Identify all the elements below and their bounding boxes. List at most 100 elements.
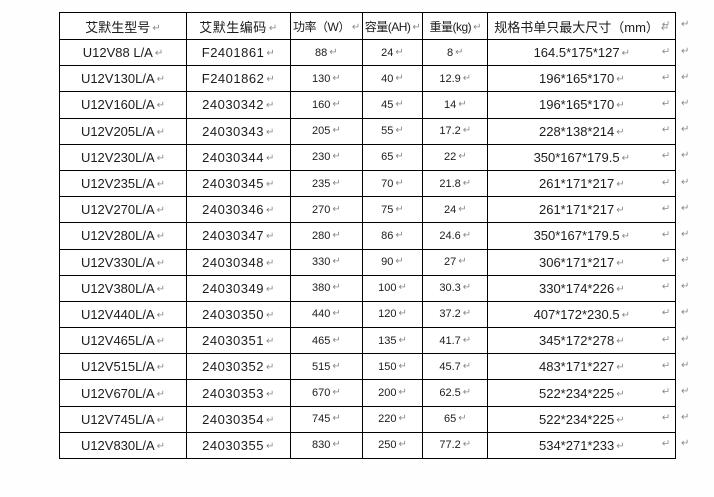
cell-code[interactable]: 24030352 ↵ — [186, 353, 291, 381]
cell-dims[interactable]: 196*165*170 ↵ ↵ — [487, 65, 677, 93]
cell-weight[interactable]: 30.3 ↵ — [422, 274, 489, 302]
cell-weight[interactable]: 41.7 ↵ — [422, 327, 489, 355]
cell-power[interactable]: 88 ↵ — [290, 38, 363, 67]
cell-weight[interactable]: 14 ↵ — [422, 91, 489, 119]
cell-code[interactable]: 24030355 ↵ — [186, 431, 291, 460]
cell-power[interactable]: 830 ↵ — [290, 431, 363, 460]
cell-capacity[interactable]: 135 ↵ — [361, 327, 424, 355]
cell-dims[interactable]: 330*174*226 ↵ ↵ — [487, 274, 677, 302]
cell-power[interactable]: 160 ↵ — [290, 91, 363, 119]
cell-capacity[interactable]: 55 ↵ — [361, 117, 424, 145]
cell-dims[interactable]: 350*167*179.5 ↵ ↵ — [487, 222, 677, 250]
cell-weight[interactable]: 24 ↵ — [422, 196, 489, 224]
cell-dims[interactable]: 261*171*217 ↵ ↵ — [487, 196, 677, 224]
cell-dims[interactable]: 196*165*170 ↵ ↵ — [487, 91, 677, 119]
column-header-code[interactable]: 艾默生编码 ↵ — [186, 12, 291, 40]
cell-code[interactable]: 24030343 ↵ — [186, 117, 291, 145]
cell-capacity[interactable]: 45 ↵ — [361, 91, 424, 119]
cell-model[interactable]: U12V270L/A ↵ — [59, 196, 187, 224]
cell-dims[interactable]: 164.5*175*127 ↵ ↵ — [487, 38, 677, 67]
cell-capacity[interactable]: 65 ↵ — [361, 143, 424, 171]
cell-dims[interactable]: 522*234*225 ↵ ↵ — [487, 379, 677, 407]
cell-dims[interactable]: 345*172*278 ↵ ↵ — [487, 327, 677, 355]
cell-dims[interactable]: 261*171*217 ↵ ↵ — [487, 169, 677, 198]
cell-code[interactable]: 24030346 ↵ — [186, 196, 291, 224]
cell-power[interactable]: 440 ↵ — [290, 300, 363, 329]
cell-model[interactable]: U12V515L/A ↵ — [59, 353, 187, 381]
cell-code[interactable]: 24030348 ↵ — [186, 248, 291, 276]
cell-power[interactable]: 670 ↵ — [290, 379, 363, 407]
cell-power[interactable]: 280 ↵ — [290, 222, 363, 250]
cell-code[interactable]: 24030345 ↵ — [186, 169, 291, 198]
cell-capacity[interactable]: 75 ↵ — [361, 196, 424, 224]
cell-weight[interactable]: 21.8 ↵ — [422, 169, 489, 198]
cell-model[interactable]: U12V160L/A ↵ — [59, 91, 187, 119]
cell-model[interactable]: U12V745L/A ↵ — [59, 405, 187, 433]
cell-code[interactable]: F2401861 ↵ — [186, 38, 291, 67]
cell-power[interactable]: 230 ↵ — [290, 143, 363, 171]
cell-model[interactable]: U12V280L/A ↵ — [59, 222, 187, 250]
cell-power[interactable]: 330 ↵ — [290, 248, 363, 276]
cell-power[interactable]: 745 ↵ — [290, 405, 363, 433]
cell-weight[interactable]: 8 ↵ — [422, 38, 489, 67]
cell-power[interactable]: 380 ↵ — [290, 274, 363, 302]
cell-power[interactable]: 515 ↵ — [290, 353, 363, 381]
column-header-weight[interactable]: 重量(kg) ↵ — [422, 12, 489, 40]
cell-power[interactable]: 205 ↵ — [290, 117, 363, 145]
cell-capacity[interactable]: 24 ↵ — [361, 38, 424, 67]
cell-model[interactable]: U12V465L/A ↵ — [59, 327, 187, 355]
cell-model[interactable]: U12V330L/A ↵ — [59, 248, 187, 276]
cell-code[interactable]: 24030354 ↵ — [186, 405, 291, 433]
cell-weight[interactable]: 17.2 ↵ — [422, 117, 489, 145]
cell-dims[interactable]: 306*171*217 ↵ ↵ — [487, 248, 677, 276]
cell-capacity[interactable]: 70 ↵ — [361, 169, 424, 198]
cell-model[interactable]: U12V230L/A ↵ — [59, 143, 187, 171]
column-header-power[interactable]: 功率（W） ↵ — [290, 12, 363, 40]
cell-dims[interactable]: 522*234*225 ↵ ↵ — [487, 405, 677, 433]
cell-capacity[interactable]: 200 ↵ — [361, 379, 424, 407]
cell-model[interactable]: U12V670L/A ↵ — [59, 379, 187, 407]
cell-capacity[interactable]: 220 ↵ — [361, 405, 424, 433]
cell-power[interactable]: 465 ↵ — [290, 327, 363, 355]
cell-weight[interactable]: 62.5 ↵ — [422, 379, 489, 407]
cell-dims[interactable]: 350*167*179.5 ↵ ↵ — [487, 143, 677, 171]
cell-code[interactable]: 24030351 ↵ — [186, 327, 291, 355]
cell-capacity[interactable]: 100 ↵ — [361, 274, 424, 302]
cell-model[interactable]: U12V830L/A ↵ — [59, 431, 187, 460]
cell-code[interactable]: 24030353 ↵ — [186, 379, 291, 407]
column-header-model[interactable]: 艾默生型号 ↵ — [59, 12, 187, 40]
cell-weight[interactable]: 37.2 ↵ — [422, 300, 489, 329]
cell-model[interactable]: U12V130L/A ↵ — [59, 65, 187, 93]
cell-code[interactable]: 24030350 ↵ — [186, 300, 291, 329]
cell-weight[interactable]: 24.6 ↵ — [422, 222, 489, 250]
cell-weight[interactable]: 65 ↵ — [422, 405, 489, 433]
cell-power[interactable]: 130 ↵ — [290, 65, 363, 93]
cell-power[interactable]: 235 ↵ — [290, 169, 363, 198]
cell-capacity[interactable]: 120 ↵ — [361, 300, 424, 329]
column-header-dims[interactable]: 规格书单只最大尺寸（mm） ↵ ↵ — [487, 12, 677, 40]
column-header-capacity[interactable]: 容量(AH) ↵ — [361, 12, 424, 40]
cell-code[interactable]: 24030342 ↵ — [186, 91, 291, 119]
cell-code[interactable]: 24030344 ↵ — [186, 143, 291, 171]
cell-code[interactable]: 24030349 ↵ — [186, 274, 291, 302]
cell-weight[interactable]: 45.7 ↵ — [422, 353, 489, 381]
cell-capacity[interactable]: 90 ↵ — [361, 248, 424, 276]
cell-dims[interactable]: 407*172*230.5 ↵ ↵ — [487, 300, 677, 329]
cell-dims[interactable]: 483*171*227 ↵ ↵ — [487, 353, 677, 381]
cell-dims[interactable]: 228*138*214 ↵ ↵ — [487, 117, 677, 145]
cell-model[interactable]: U12V235L/A ↵ — [59, 169, 187, 198]
cell-weight[interactable]: 77.2 ↵ — [422, 431, 489, 460]
cell-model[interactable]: U12V88 L/A ↵ — [59, 38, 187, 67]
cell-code[interactable]: F2401862 ↵ — [186, 65, 291, 93]
cell-capacity[interactable]: 250 ↵ — [361, 431, 424, 460]
cell-model[interactable]: U12V380L/A ↵ — [59, 274, 187, 302]
cell-capacity[interactable]: 86 ↵ — [361, 222, 424, 250]
cell-weight[interactable]: 27 ↵ — [422, 248, 489, 276]
cell-capacity[interactable]: 150 ↵ — [361, 353, 424, 381]
cell-weight[interactable]: 22 ↵ — [422, 143, 489, 171]
cell-code[interactable]: 24030347 ↵ — [186, 222, 291, 250]
cell-weight[interactable]: 12.9 ↵ — [422, 65, 489, 93]
cell-dims[interactable]: 534*271*233 ↵ ↵ — [487, 431, 677, 460]
cell-model[interactable]: U12V440L/A ↵ — [59, 300, 187, 329]
cell-power[interactable]: 270 ↵ — [290, 196, 363, 224]
